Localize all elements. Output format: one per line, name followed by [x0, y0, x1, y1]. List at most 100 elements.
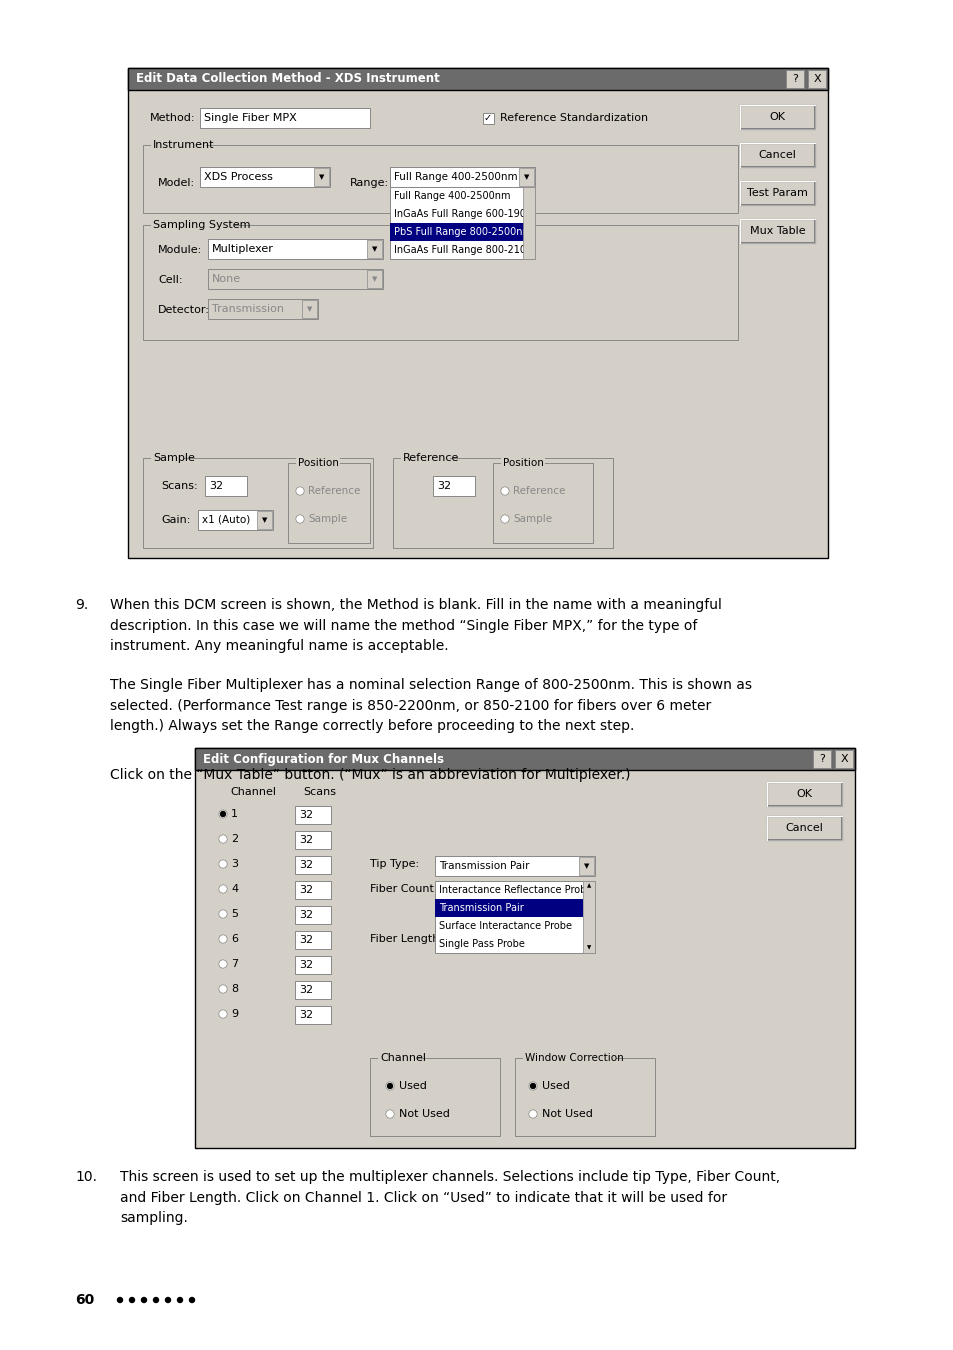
Bar [435, 882, 595, 953]
Circle shape [220, 811, 226, 817]
Bar [390, 188, 535, 259]
Bar [208, 239, 382, 259]
Text: Sample: Sample [308, 514, 347, 524]
Text: The Single Fiber Multiplexer has a nominal selection Range of 800-2500nm. This i: The Single Fiber Multiplexer has a nomin… [110, 678, 751, 733]
Text: Range:: Range: [350, 178, 389, 188]
Circle shape [387, 1111, 393, 1116]
Bar [128, 68, 827, 558]
Text: Scans:: Scans: [161, 481, 197, 491]
Bar [294, 981, 331, 999]
Text: ?: ? [791, 74, 797, 84]
Bar [390, 167, 535, 188]
Text: Module:: Module: [158, 244, 202, 255]
Bar [256, 512, 272, 529]
Bar [435, 931, 564, 949]
Text: 7: 7 [231, 958, 238, 969]
Circle shape [296, 487, 303, 494]
Circle shape [501, 487, 507, 494]
Text: 4: 4 [231, 884, 238, 894]
Bar [522, 188, 535, 259]
Circle shape [387, 1083, 393, 1089]
Text: Single Fiber MPX: Single Fiber MPX [204, 113, 296, 123]
Text: 8: 8 [231, 984, 238, 994]
Text: Reference: Reference [402, 454, 459, 463]
Circle shape [220, 1011, 226, 1017]
Text: ▼: ▼ [319, 174, 324, 180]
Bar [198, 510, 273, 531]
Text: Instrument: Instrument [152, 140, 214, 150]
Bar [740, 105, 814, 130]
Bar [367, 270, 381, 288]
Text: 9.: 9. [75, 598, 89, 612]
Circle shape [530, 1111, 536, 1116]
Text: ▼: ▼ [586, 945, 591, 950]
Text: Full Range 400-2500nm: Full Range 400-2500nm [394, 171, 517, 182]
Bar [435, 899, 582, 917]
Bar [143, 458, 373, 548]
Bar [740, 181, 814, 205]
Bar [143, 225, 738, 340]
Text: Reference Standardization: Reference Standardization [499, 113, 647, 123]
Bar [834, 751, 852, 768]
Bar [393, 458, 613, 548]
Bar [433, 477, 475, 495]
Circle shape [220, 986, 226, 992]
Text: Test Param: Test Param [746, 188, 807, 198]
Text: None: None [212, 274, 241, 284]
Bar [205, 477, 247, 495]
Text: 1: 1 [231, 809, 237, 819]
Text: PbS Full Range 800-2500nm: PbS Full Range 800-2500nm [394, 227, 532, 238]
Text: 10.: 10. [75, 1170, 97, 1184]
Bar [294, 856, 331, 873]
Text: X: X [812, 74, 820, 84]
Text: 5: 5 [231, 909, 237, 919]
Text: 32: 32 [298, 986, 313, 995]
Text: 60: 60 [75, 1293, 94, 1307]
Text: Fiber Count:: Fiber Count: [370, 884, 437, 894]
Bar [294, 882, 331, 899]
Bar [435, 856, 595, 876]
Text: 3: 3 [231, 859, 237, 869]
Text: InGaAs Full Range 600-1900: InGaAs Full Range 600-1900 [394, 209, 532, 219]
Bar [400, 451, 450, 463]
Text: Channel: Channel [230, 787, 275, 796]
Text: Transmission: Transmission [212, 304, 284, 315]
Bar [370, 1058, 499, 1135]
Text: Scans: Scans [303, 787, 335, 796]
Circle shape [165, 1297, 171, 1303]
Text: Mux Table: Mux Table [749, 225, 804, 236]
Text: OK: OK [796, 788, 812, 799]
Circle shape [190, 1297, 194, 1303]
Bar [151, 138, 206, 150]
Circle shape [117, 1297, 122, 1303]
Bar [194, 748, 854, 1148]
Bar [143, 144, 738, 213]
Bar [294, 956, 331, 973]
Bar [785, 70, 803, 88]
Circle shape [130, 1297, 134, 1303]
Bar [812, 751, 830, 768]
Bar [294, 931, 331, 949]
Text: Cancel: Cancel [758, 150, 796, 161]
Circle shape [220, 861, 226, 867]
Text: Multiplexer: Multiplexer [212, 244, 274, 254]
Circle shape [530, 1083, 536, 1089]
Circle shape [220, 911, 226, 917]
Text: ✓: ✓ [483, 113, 492, 123]
Bar [582, 882, 595, 953]
Bar [740, 219, 814, 243]
Bar [515, 1058, 655, 1135]
Circle shape [530, 1084, 535, 1088]
Bar [294, 806, 331, 824]
Bar [143, 348, 738, 433]
Text: Fiber Length:: Fiber Length: [370, 934, 442, 944]
Text: ▲: ▲ [586, 883, 591, 888]
Text: 32: 32 [298, 860, 313, 869]
Text: Model:: Model: [158, 178, 195, 188]
Bar [302, 300, 316, 319]
Text: Not Used: Not Used [398, 1108, 450, 1119]
Text: ▼: ▼ [372, 275, 377, 282]
Text: Window Correction: Window Correction [524, 1053, 623, 1062]
Text: ▼: ▼ [307, 306, 313, 312]
Bar [500, 456, 544, 468]
